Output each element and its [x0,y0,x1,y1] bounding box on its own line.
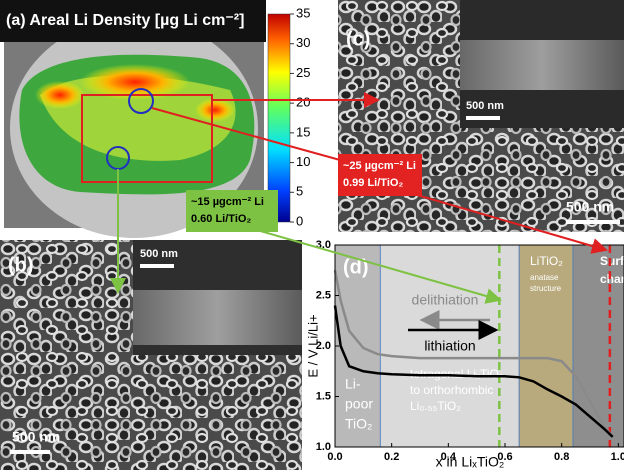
series-label: delithiation [412,292,479,308]
x-tick-label: 0.0 [327,451,342,463]
panel-a-title: (a) Areal Li Density [µg Li cm⁻²] [6,12,244,29]
panel-label: (b) [8,254,34,276]
region-label: charge [600,272,624,286]
x-tick-label: 1.0 [611,451,624,463]
panel-b: (b) 500 nm 500 nm [0,240,302,470]
colorbar-label: 0 [296,213,303,228]
x-tick-label: 0.2 [384,451,399,463]
region-label: LiTiO₂ [530,254,563,268]
region-label: TiO₂ [345,416,372,432]
panel-c: (c) 500 nm 500 nm [338,0,624,232]
colorbar-label: 35 [296,5,310,20]
region-label: poor [345,396,373,412]
x-tick-label: 0.8 [554,451,569,463]
colorbar-label: 5 [296,184,303,199]
colorbar-label: 20 [296,95,310,110]
y-tick-label: 1.5 [316,390,331,402]
y-tick-label: 2.5 [316,289,331,301]
inset-film [133,290,302,345]
y-axis-label: E / V Li/Li+ [305,314,320,377]
panel-label: (c) [346,28,370,50]
colorbar-label: 10 [296,154,310,169]
x-axis-label: x in LiₓTiO₂ [436,454,505,470]
region-label: anatase [530,273,559,282]
scale-text: 500 nm [466,100,504,112]
figure: (a) Areal Li Density [µg Li cm⁻²] 0 5 10 15… [0,0,624,470]
heatmap-hot [195,98,235,122]
scale-text: 500 nm [12,429,60,445]
callout-text: 0.99 Li/TiO₂ [343,177,403,189]
colorbar-label: 25 [296,65,310,80]
callout-text: 0.60 Li/TiO₂ [191,213,251,225]
colorbar-label: 30 [296,35,310,50]
region-label: Li₀.₅₅TiO₂ [410,399,461,413]
series-label: lithiation [424,338,475,354]
callout-text: ~15 µgcm⁻² Li [191,196,264,208]
heatmap-hot [35,81,85,109]
panel-label: (d) [343,256,369,278]
scale-text: 500 nm [566,199,614,215]
region-label: to orthorhombic [410,383,493,397]
region-label: Li- [345,376,361,392]
colorbar-ticks: 0 5 10 15 20 25 30 35 [290,5,310,228]
region-label: Surface [600,254,624,268]
callout-text: ~25 µgcm⁻² Li [343,160,416,172]
scale-text: 500 nm [140,248,178,260]
colorbar-label: 15 [296,124,310,139]
inset-film [460,40,624,90]
region-label: structure [530,284,562,293]
